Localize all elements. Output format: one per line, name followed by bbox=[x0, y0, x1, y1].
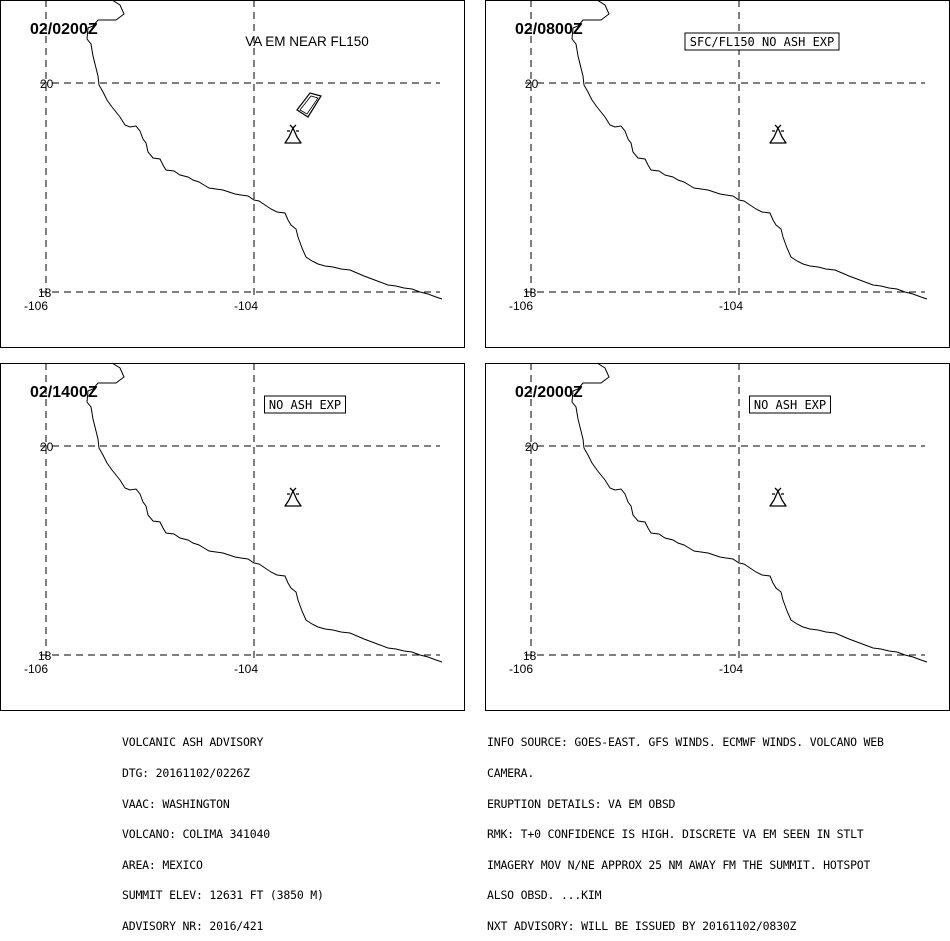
advisory-line: INFO SOURCE: GOES-EAST. GFS WINDS. ECMWF… bbox=[487, 735, 884, 750]
panel-border bbox=[0, 363, 465, 711]
lat-label-20: 20 bbox=[525, 77, 539, 91]
lat-label-18: 18 bbox=[38, 649, 52, 663]
lon-label-104: -104 bbox=[234, 299, 258, 313]
annotation-text: VA EM NEAR FL150 bbox=[245, 34, 369, 49]
annotation-text: NO ASH EXP bbox=[754, 398, 826, 412]
advisory-line: VOLCANO: COLIMA 341040 bbox=[122, 827, 270, 842]
advisory-line: VOLCANIC ASH ADVISORY bbox=[122, 735, 264, 750]
volcano-icon bbox=[769, 124, 787, 144]
time-label: 02/0800Z bbox=[515, 21, 583, 38]
coastline bbox=[571, 0, 928, 300]
coastline bbox=[571, 362, 928, 663]
advisory-line: ERUPTION DETAILS: VA EM OBSD bbox=[487, 796, 676, 811]
annotation-text: NO ASH EXP bbox=[269, 398, 341, 412]
lat-label-18: 18 bbox=[38, 286, 52, 300]
advisory-line: SUMMIT ELEV: 12631 FT (3850 M) bbox=[122, 888, 324, 903]
lat-label-18: 18 bbox=[523, 649, 537, 663]
lon-label-104: -104 bbox=[234, 662, 258, 676]
annotation-box bbox=[264, 395, 346, 414]
lat-label-20: 20 bbox=[525, 440, 539, 454]
lat-label-20: 20 bbox=[40, 440, 54, 454]
advisory-line: NXT ADVISORY: WILL BE ISSUED BY 20161102… bbox=[487, 918, 797, 933]
advisory-line: CAMERA. bbox=[487, 766, 535, 780]
volcano-icon bbox=[284, 487, 302, 507]
coastline bbox=[86, 362, 443, 663]
map-panel: 20 18-106 -104 02/1400Z NO ASH EXP bbox=[0, 362, 465, 711]
lon-label-106: -106 bbox=[24, 662, 48, 676]
coastline bbox=[86, 0, 443, 300]
lon-label-104: -104 bbox=[719, 299, 743, 313]
panel-border bbox=[0, 0, 465, 348]
advisory-details-block: INFO SOURCE: GOES-EAST. GFS WINDS. ECMWF… bbox=[487, 717, 884, 941]
advisory-line: ALSO OBSD. ...KIM bbox=[487, 888, 602, 903]
advisory-line: IMAGERY MOV N/NE APPROX 25 NM AWAY FM TH… bbox=[487, 857, 871, 872]
lon-label-104: -104 bbox=[719, 662, 743, 676]
advisory-line: RMK: T+0 CONFIDENCE IS HIGH. DISCRETE VA… bbox=[487, 827, 864, 842]
volcano-icon bbox=[284, 124, 302, 144]
map-panel: 20 18-106 -104 02/2000Z NO ASH EXP bbox=[485, 362, 950, 711]
time-label: 02/1400Z bbox=[30, 384, 98, 401]
annotation-text: SFC/FL150 NO ASH EXP bbox=[690, 35, 835, 49]
lon-label-106: -106 bbox=[509, 662, 533, 676]
advisory-header-block: VOLCANIC ASH ADVISORY DTG: 20161102/0226… bbox=[122, 717, 324, 941]
ash-cloud-polygon bbox=[296, 92, 322, 118]
lat-label-18: 18 bbox=[523, 286, 537, 300]
panel-border bbox=[485, 363, 950, 711]
time-label: 02/2000Z bbox=[515, 384, 583, 401]
advisory-line: ADVISORY NR: 2016/421 bbox=[122, 918, 264, 933]
lat-label-20: 20 bbox=[40, 77, 54, 91]
volcano-icon bbox=[769, 487, 787, 507]
panel-border bbox=[485, 0, 950, 348]
annotation-box bbox=[684, 32, 840, 51]
lon-label-106: -106 bbox=[24, 299, 48, 313]
time-label: 02/0200Z bbox=[30, 21, 98, 38]
annotation-box bbox=[749, 395, 831, 414]
advisory-line: AREA: MEXICO bbox=[122, 857, 203, 872]
advisory-line: VAAC: WASHINGTON bbox=[122, 796, 230, 811]
map-panel: 20 18-106 -104 02/0800Z SFC/FL150 NO ASH EXP bbox=[485, 0, 950, 348]
lon-label-106: -106 bbox=[509, 299, 533, 313]
map-panel: 20 18-106 -104 02/0200Z VA EM NEAR FL150 bbox=[0, 0, 465, 348]
ash-cloud-polygon-inner bbox=[299, 95, 319, 115]
advisory-line: DTG: 20161102/0226Z bbox=[122, 766, 250, 780]
